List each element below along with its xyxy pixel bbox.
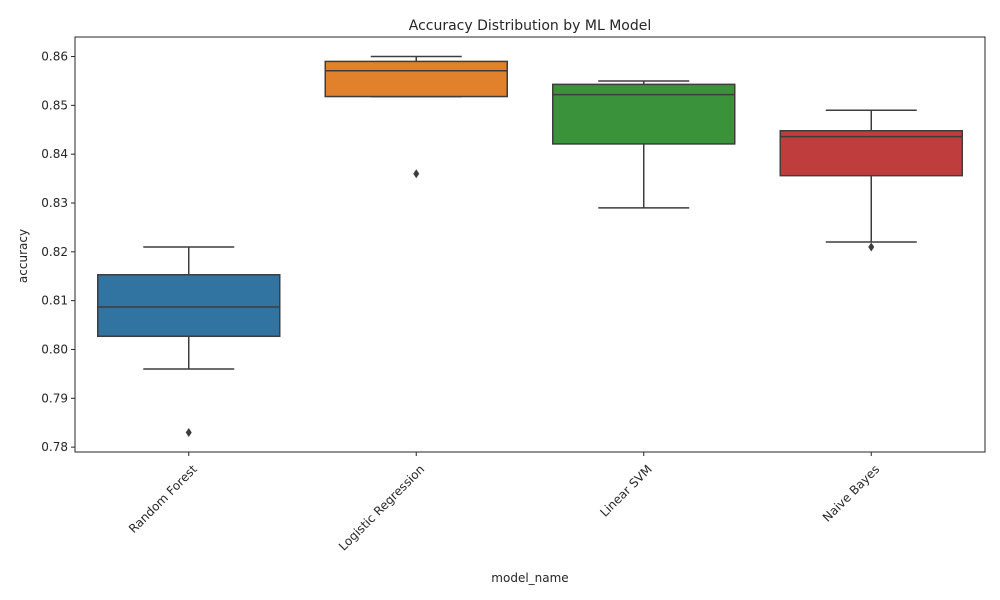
y-tick-label: 0.85	[41, 98, 68, 112]
x-tick-label: Random Forest	[126, 462, 200, 536]
random-forest-box	[97, 274, 281, 338]
naive-bayes-outlier	[868, 242, 875, 252]
logistic-regression-outlier	[413, 169, 420, 179]
random-forest-outlier	[185, 427, 192, 437]
y-tick-label: 0.80	[41, 342, 68, 356]
chart-title: Accuracy Distribution by ML Model	[409, 18, 651, 34]
y-tick-label: 0.82	[41, 245, 68, 259]
y-tick-label: 0.78	[41, 440, 68, 454]
y-tick-label: 0.86	[41, 50, 68, 64]
linear-svm-box	[552, 83, 736, 145]
x-tick-label: Linear SVM	[597, 462, 654, 519]
y-tick-label: 0.79	[41, 391, 68, 405]
plot-frame	[74, 36, 986, 453]
x-tick-label: Naive Bayes	[820, 462, 882, 524]
y-axis-label: accuracy	[16, 229, 30, 283]
plot-area: 0.78 0.79 0.80 0.81 0.82 0.83 0.84 0.85 0.86 Rand…	[41, 50, 963, 553]
naive-bayes-box	[779, 129, 963, 177]
y-tick-label: 0.84	[41, 147, 68, 161]
y-tick-label: 0.81	[41, 294, 68, 308]
x-tick-label: Logistic Regression	[336, 462, 427, 553]
y-tick-label: 0.83	[41, 196, 68, 210]
x-axis-label: model_name	[491, 571, 568, 585]
logistic-regression-box	[324, 60, 508, 98]
